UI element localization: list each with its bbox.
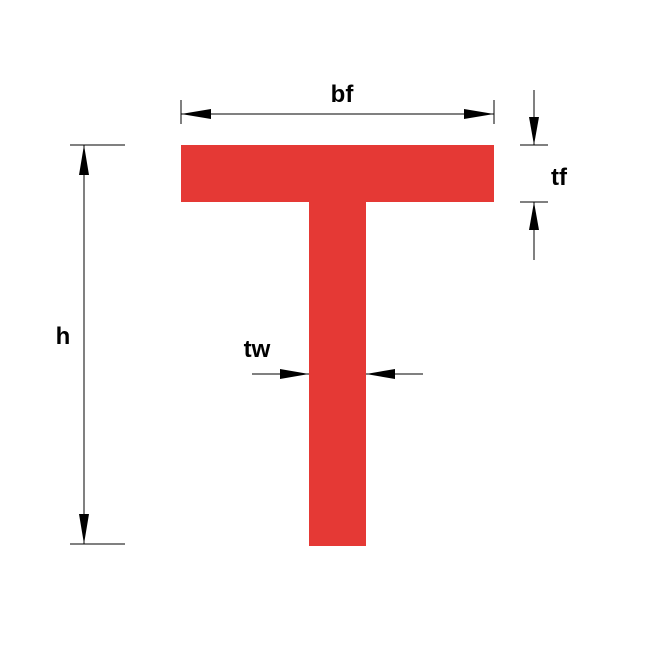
web-thickness-dimension: tw <box>244 336 423 379</box>
flange-thickness-dimension: tf <box>520 90 568 260</box>
tee-shape <box>181 145 494 546</box>
tw-arrow-left <box>280 369 309 379</box>
flange-width-dimension: bf <box>180 81 495 124</box>
tee-flange <box>181 145 494 202</box>
tf-arrow-top <box>529 117 539 145</box>
h-arrow-top <box>79 145 89 175</box>
tw-arrow-right <box>366 369 395 379</box>
tee-web <box>309 202 366 546</box>
tf-label: tf <box>551 164 568 191</box>
height-dimension: h <box>56 144 125 545</box>
h-label: h <box>56 323 71 350</box>
bf-label: bf <box>331 81 355 108</box>
h-arrow-bottom <box>79 514 89 544</box>
tf-arrow-bottom <box>529 202 539 230</box>
bf-arrow-left <box>181 109 211 119</box>
bf-arrow-right <box>464 109 494 119</box>
tw-label: tw <box>244 336 271 363</box>
